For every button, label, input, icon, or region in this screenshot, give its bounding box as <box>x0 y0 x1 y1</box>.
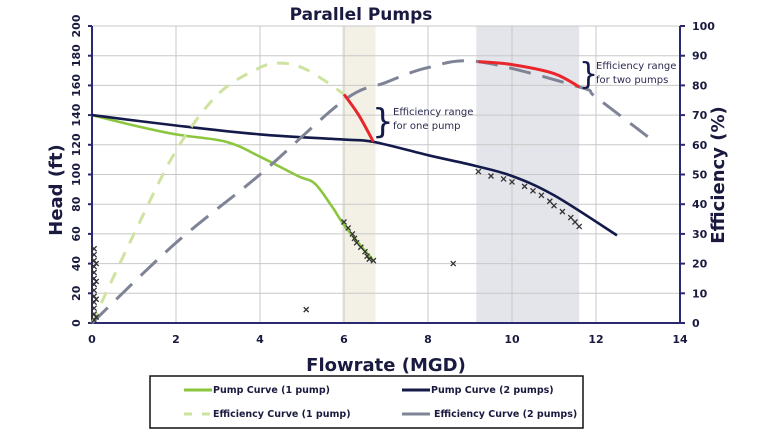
legend: Pump Curve (1 pump) Efficiency Curve (1 … <box>149 375 584 429</box>
y-tick-label: 60 <box>70 226 83 242</box>
annotation-two-pumps-line1: Efficiency range <box>596 61 676 72</box>
y2-tick-label: 10 <box>692 287 708 300</box>
scatter-point <box>530 187 536 194</box>
scatter-point <box>521 183 528 190</box>
y-tick-label: 160 <box>70 74 83 97</box>
scatter-point <box>567 214 574 221</box>
y2-tick-label: 0 <box>692 317 700 330</box>
y2-axis-label: Efficiency (%) <box>708 106 729 243</box>
legend-label-pump-2: Pump Curve (2 pumps) <box>431 385 554 396</box>
scatter-point <box>450 260 457 267</box>
y2-tick-label: 50 <box>692 169 708 182</box>
scatter-point <box>546 198 553 205</box>
x-tick-label: 14 <box>672 333 688 346</box>
scatter-point <box>488 173 494 179</box>
y2-tick-label: 100 <box>692 20 715 33</box>
scatter-point <box>576 223 583 230</box>
series-line-efficiency-curve-1-pump- <box>90 61 345 324</box>
scatter-point <box>362 248 368 255</box>
y-tick-label: 80 <box>70 196 83 212</box>
brace-icon: } <box>579 57 598 92</box>
y2-tick-label: 80 <box>692 79 708 92</box>
scatter-point <box>303 306 310 313</box>
y2-tick-label: 40 <box>692 198 708 211</box>
x-tick-label: 6 <box>340 333 348 346</box>
annotation-one-pump: } Efficiency range for one pump <box>372 102 473 142</box>
scatter-point <box>345 225 352 231</box>
scatter-point <box>572 219 578 225</box>
legend-label-pump-1: Pump Curve (1 pump) <box>213 385 330 396</box>
efficiency-range-highlight-1 <box>478 60 580 89</box>
legend-box <box>149 375 584 429</box>
annotation-one-pump-line1: Efficiency range <box>393 107 473 118</box>
y-tick-label: 140 <box>70 103 83 126</box>
scatter-points <box>91 168 583 323</box>
x-tick-label: 12 <box>588 333 603 346</box>
scatter-point <box>93 278 100 285</box>
scatter-point <box>91 287 98 294</box>
y2-tick-label: 60 <box>692 139 708 152</box>
efficiency-range-highlight-0 <box>342 93 375 143</box>
scatter-point <box>91 251 98 258</box>
y2-tick-label: 30 <box>692 228 708 241</box>
scatter-point <box>93 296 100 303</box>
scatter-point <box>91 245 98 252</box>
scatter-point <box>366 256 373 263</box>
axes: 0 2 4 6 8 10 12 1402040608010012014016018020001… <box>70 14 715 346</box>
legend-label-eff-1: Efficiency Curve (1 pump) <box>213 409 351 420</box>
series-line-pump-curve-1-pump- <box>91 113 375 262</box>
y-tick-label: 200 <box>70 14 83 37</box>
y-tick-label: 0 <box>70 319 83 327</box>
scatter-point <box>538 192 545 199</box>
scatter-point <box>93 314 100 321</box>
series-line-efficiency-curve-2-pumps- <box>90 59 652 325</box>
y-axis-label: Head (ft) <box>46 144 67 235</box>
x-tick-label: 10 <box>504 333 520 346</box>
y-tick-label: 180 <box>70 44 83 67</box>
scatter-point <box>351 235 358 242</box>
x-tick-label: 0 <box>88 333 96 346</box>
x-axis-label: Flowrate (MGD) <box>306 355 466 376</box>
scatter-point <box>91 269 98 276</box>
y2-tick-label: 70 <box>692 109 708 122</box>
scatter-point <box>500 175 507 182</box>
scatter-point <box>91 305 98 312</box>
scatter-point <box>353 239 360 246</box>
scatter-point <box>341 219 347 225</box>
x-tick-label: 8 <box>424 333 432 346</box>
brace-icon: } <box>372 102 394 142</box>
scatter-point <box>559 208 566 215</box>
series-lines <box>90 59 652 325</box>
scatter-point <box>370 257 377 264</box>
annotation-one-pump-line2: for one pump <box>393 121 461 132</box>
y-tick-label: 120 <box>70 133 83 156</box>
annotation-two-pumps-line2: for two pumps <box>596 75 668 86</box>
scatter-point <box>93 260 100 267</box>
scatter-point <box>357 244 364 251</box>
y-tick-label: 100 <box>70 163 83 186</box>
scatter-point <box>551 202 557 209</box>
chart-title: Parallel Pumps <box>290 5 433 25</box>
x-tick-label: 2 <box>172 333 180 346</box>
y2-tick-label: 20 <box>692 258 708 271</box>
series-line-pump-curve-2-pumps- <box>91 113 618 237</box>
scatter-point <box>509 178 515 185</box>
scatter-point <box>475 168 482 175</box>
y-tick-label: 20 <box>70 285 83 301</box>
x-tick-label: 4 <box>256 333 264 346</box>
annotation-two-pumps: } Efficiency range for two pumps <box>579 57 676 92</box>
legend-label-eff-2: Efficiency Curve (2 pumps) <box>434 409 577 420</box>
scatter-point <box>349 230 356 237</box>
y2-tick-label: 90 <box>692 50 708 63</box>
y-tick-label: 40 <box>70 256 83 272</box>
